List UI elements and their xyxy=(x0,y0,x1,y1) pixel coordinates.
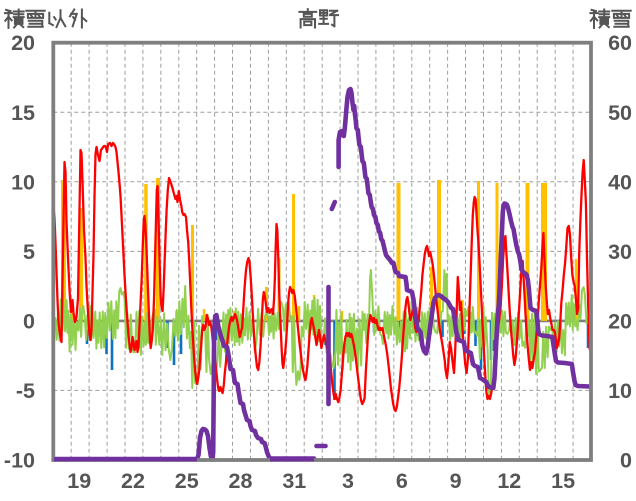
svg-text:15: 15 xyxy=(551,469,575,493)
svg-text:0: 0 xyxy=(23,309,35,333)
svg-text:5: 5 xyxy=(23,240,35,264)
svg-text:-10: -10 xyxy=(4,449,35,473)
svg-text:60: 60 xyxy=(608,31,632,55)
svg-text:31: 31 xyxy=(282,469,306,493)
svg-text:6: 6 xyxy=(396,469,408,493)
svg-text:12: 12 xyxy=(497,469,521,493)
svg-text:30: 30 xyxy=(608,240,632,264)
svg-text:19: 19 xyxy=(67,469,91,493)
svg-text:0: 0 xyxy=(620,449,632,473)
svg-text:-5: -5 xyxy=(16,379,35,403)
svg-text:15: 15 xyxy=(11,101,35,125)
svg-text:22: 22 xyxy=(121,469,145,493)
svg-text:9: 9 xyxy=(450,469,462,493)
svg-text:28: 28 xyxy=(229,469,253,493)
svg-text:50: 50 xyxy=(608,101,632,125)
svg-text:3: 3 xyxy=(342,469,354,493)
svg-text:10: 10 xyxy=(11,170,35,194)
svg-text:20: 20 xyxy=(608,309,632,333)
svg-text:25: 25 xyxy=(175,469,199,493)
svg-text:10: 10 xyxy=(608,379,632,403)
svg-text:40: 40 xyxy=(608,170,632,194)
svg-text:20: 20 xyxy=(11,31,35,55)
